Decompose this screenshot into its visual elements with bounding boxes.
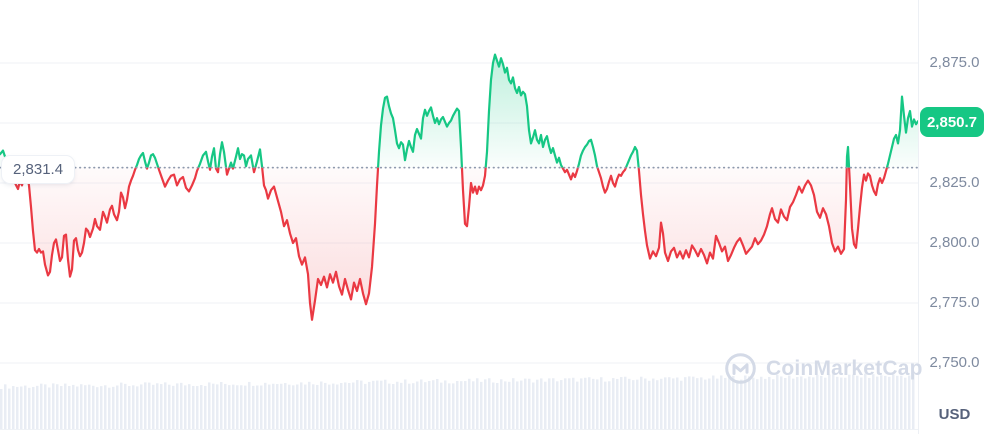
current-price-value: 2,850.7 — [926, 113, 978, 131]
y-axis-tick-label: 2,775.0 — [929, 293, 980, 311]
coinmarketcap-watermark: CoinMarketCap — [724, 352, 923, 385]
current-price-badge: 2,850.7 — [920, 107, 984, 137]
price-area — [0, 54, 918, 320]
y-axis-unit-label: USD — [938, 406, 971, 423]
coinmarketcap-logo-icon — [725, 353, 756, 384]
y-axis-tick-label: 2,750.0 — [929, 353, 980, 371]
watermark-text: CoinMarketCap — [766, 356, 923, 380]
y-axis-tick-label: 2,875.0 — [929, 53, 980, 71]
baseline-price-value: 2,831.4 — [13, 161, 64, 178]
y-axis-tick-label: 2,825.0 — [929, 173, 980, 191]
price-line — [0, 53, 918, 321]
volume-bars — [0, 373, 918, 430]
grid-lines — [0, 62, 918, 364]
y-axis: 2,875.0 2,825.0 2,800.0 2,775.0 2,750.0 USD — [918, 0, 991, 434]
baseline-price-label: 2,831.4 — [2, 156, 75, 183]
y-axis-tick-label: 2,800.0 — [929, 233, 980, 251]
